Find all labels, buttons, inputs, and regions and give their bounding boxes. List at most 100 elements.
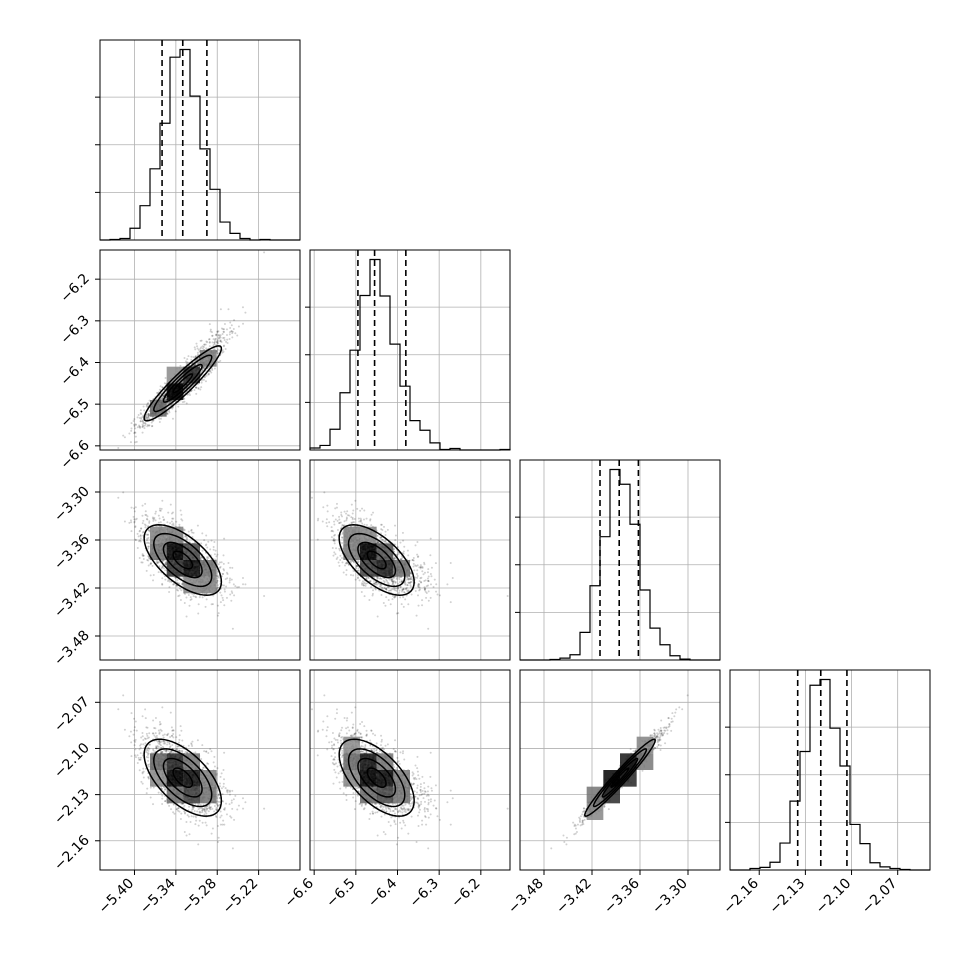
sample-point xyxy=(158,421,161,424)
sample-point xyxy=(427,575,430,578)
sample-point xyxy=(216,579,219,582)
sample-point xyxy=(380,577,383,580)
sample-point xyxy=(221,572,224,575)
sample-point xyxy=(148,542,151,545)
sample-point xyxy=(156,561,159,564)
sample-point xyxy=(223,339,226,342)
sample-point xyxy=(163,518,166,521)
sample-point xyxy=(215,334,218,337)
sample-point xyxy=(408,581,411,584)
sample-point xyxy=(206,556,209,559)
sample-point xyxy=(426,571,429,574)
sample-point xyxy=(222,336,225,339)
sample-point xyxy=(237,325,240,328)
sample-point xyxy=(158,388,161,391)
sample-point xyxy=(222,599,225,602)
sample-point xyxy=(164,376,167,379)
sample-point xyxy=(394,557,397,560)
sample-point xyxy=(416,553,419,556)
sample-point xyxy=(196,524,199,527)
sample-point xyxy=(178,523,181,526)
sample-point xyxy=(132,515,135,518)
sample-point xyxy=(211,367,214,370)
sample-point xyxy=(138,424,141,427)
sample-point xyxy=(196,345,199,348)
sample-point xyxy=(223,588,226,591)
sample-point xyxy=(166,580,169,583)
sample-point xyxy=(225,571,228,574)
sample-point xyxy=(341,542,344,545)
axis-frame xyxy=(309,249,511,451)
sample-point xyxy=(226,573,229,576)
sample-point xyxy=(356,577,359,580)
sample-point xyxy=(389,603,392,606)
sample-point xyxy=(141,420,144,423)
sample-point xyxy=(189,598,192,601)
sample-point xyxy=(427,590,430,593)
sample-point xyxy=(209,328,212,331)
sample-point xyxy=(357,560,360,563)
sample-point xyxy=(355,564,358,567)
sample-point xyxy=(202,367,205,370)
sample-point xyxy=(161,582,164,585)
sample-point xyxy=(146,533,149,536)
sample-point xyxy=(429,596,432,599)
sample-point xyxy=(177,595,180,598)
sample-point xyxy=(145,539,148,542)
sample-point xyxy=(372,511,375,514)
sample-point xyxy=(379,532,382,535)
sample-point xyxy=(192,595,195,598)
sample-point xyxy=(418,566,421,569)
sample-point xyxy=(384,540,387,543)
sample-point xyxy=(402,539,405,542)
sample-point xyxy=(227,308,230,311)
sample-point xyxy=(398,589,401,592)
sample-point xyxy=(137,535,140,538)
sample-point xyxy=(170,520,173,523)
sample-point xyxy=(130,422,133,425)
sample-point xyxy=(402,605,405,608)
sample-point xyxy=(332,539,335,542)
sample-point xyxy=(139,412,142,415)
sample-point xyxy=(189,596,192,599)
sample-point xyxy=(379,583,382,586)
sample-point xyxy=(391,598,394,601)
sample-point xyxy=(226,341,229,344)
sample-point xyxy=(326,504,329,507)
sample-point xyxy=(362,582,365,585)
sample-point xyxy=(241,577,244,580)
sample-point xyxy=(130,506,133,509)
axis-frame xyxy=(99,39,301,241)
sample-point xyxy=(141,426,144,429)
sample-point xyxy=(393,543,396,546)
sample-point xyxy=(144,415,147,418)
sample-point xyxy=(346,561,349,564)
sample-point xyxy=(151,424,154,427)
sample-point xyxy=(211,334,214,337)
sample-point xyxy=(321,520,324,523)
sample-point xyxy=(219,340,222,343)
sample-point xyxy=(375,581,378,584)
sample-point xyxy=(221,332,224,335)
sample-point xyxy=(376,540,379,543)
sample-point xyxy=(190,358,193,361)
sample-point xyxy=(211,334,214,337)
sample-point xyxy=(398,591,401,594)
sample-point xyxy=(338,547,341,550)
sample-point xyxy=(188,392,191,395)
sample-point xyxy=(185,402,188,405)
sample-point xyxy=(140,561,143,564)
sample-point xyxy=(212,548,215,551)
sample-point xyxy=(227,562,230,565)
sample-point xyxy=(197,362,200,365)
sample-point xyxy=(192,356,195,359)
sample-point xyxy=(332,530,335,533)
sample-point xyxy=(201,369,204,372)
sample-point xyxy=(343,520,346,523)
sample-point xyxy=(130,429,133,432)
sample-point xyxy=(158,565,161,568)
sample-point xyxy=(203,343,206,346)
sample-point xyxy=(330,536,333,539)
sample-point xyxy=(427,580,430,583)
sample-point xyxy=(213,341,216,344)
